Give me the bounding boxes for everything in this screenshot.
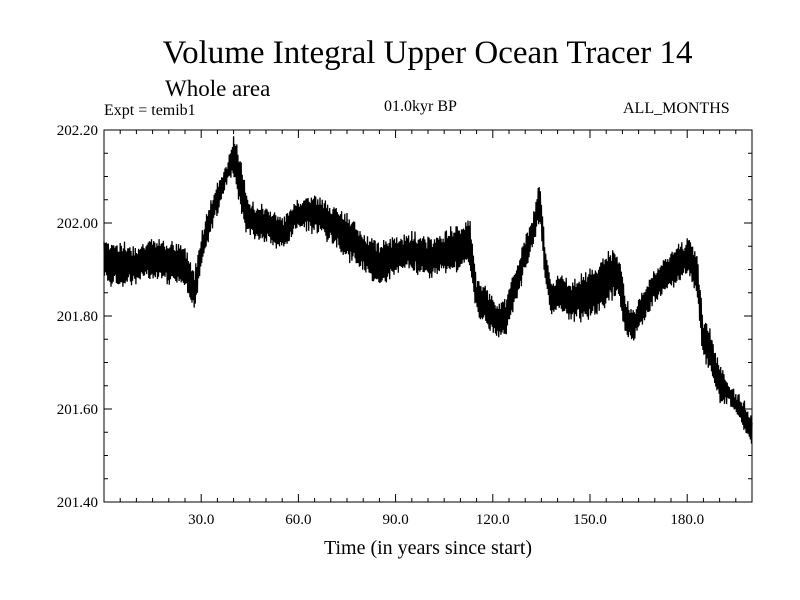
y-tick-label: 201.60 (57, 402, 98, 418)
plot-frame (103, 129, 753, 503)
months-label: ALL_MONTHS (623, 100, 730, 117)
chart-title: Volume Integral Upper Ocean Tracer 14 (162, 35, 693, 71)
x-tick-label: 30.0 (188, 512, 214, 528)
series-line (103, 136, 753, 444)
x-axis-label: Time (in years since start) (324, 537, 532, 559)
x-tick-label: 90.0 (382, 512, 408, 528)
y-tick-label: 201.40 (57, 495, 98, 511)
x-tick-label: 120.0 (476, 512, 510, 528)
y-tick-label: 202.20 (57, 123, 98, 139)
x-tick-label: 60.0 (285, 512, 311, 528)
x-tick-label: 150.0 (573, 512, 607, 528)
y-tick-label: 202.00 (57, 216, 98, 232)
y-tick-label: 201.80 (57, 309, 98, 325)
x-tick-label: 180.0 (670, 512, 704, 528)
period-label: 01.0kyr BP (384, 98, 457, 115)
chart-subtitle: Whole area (165, 76, 271, 101)
experiment-label: Expt = temib1 (104, 102, 196, 119)
